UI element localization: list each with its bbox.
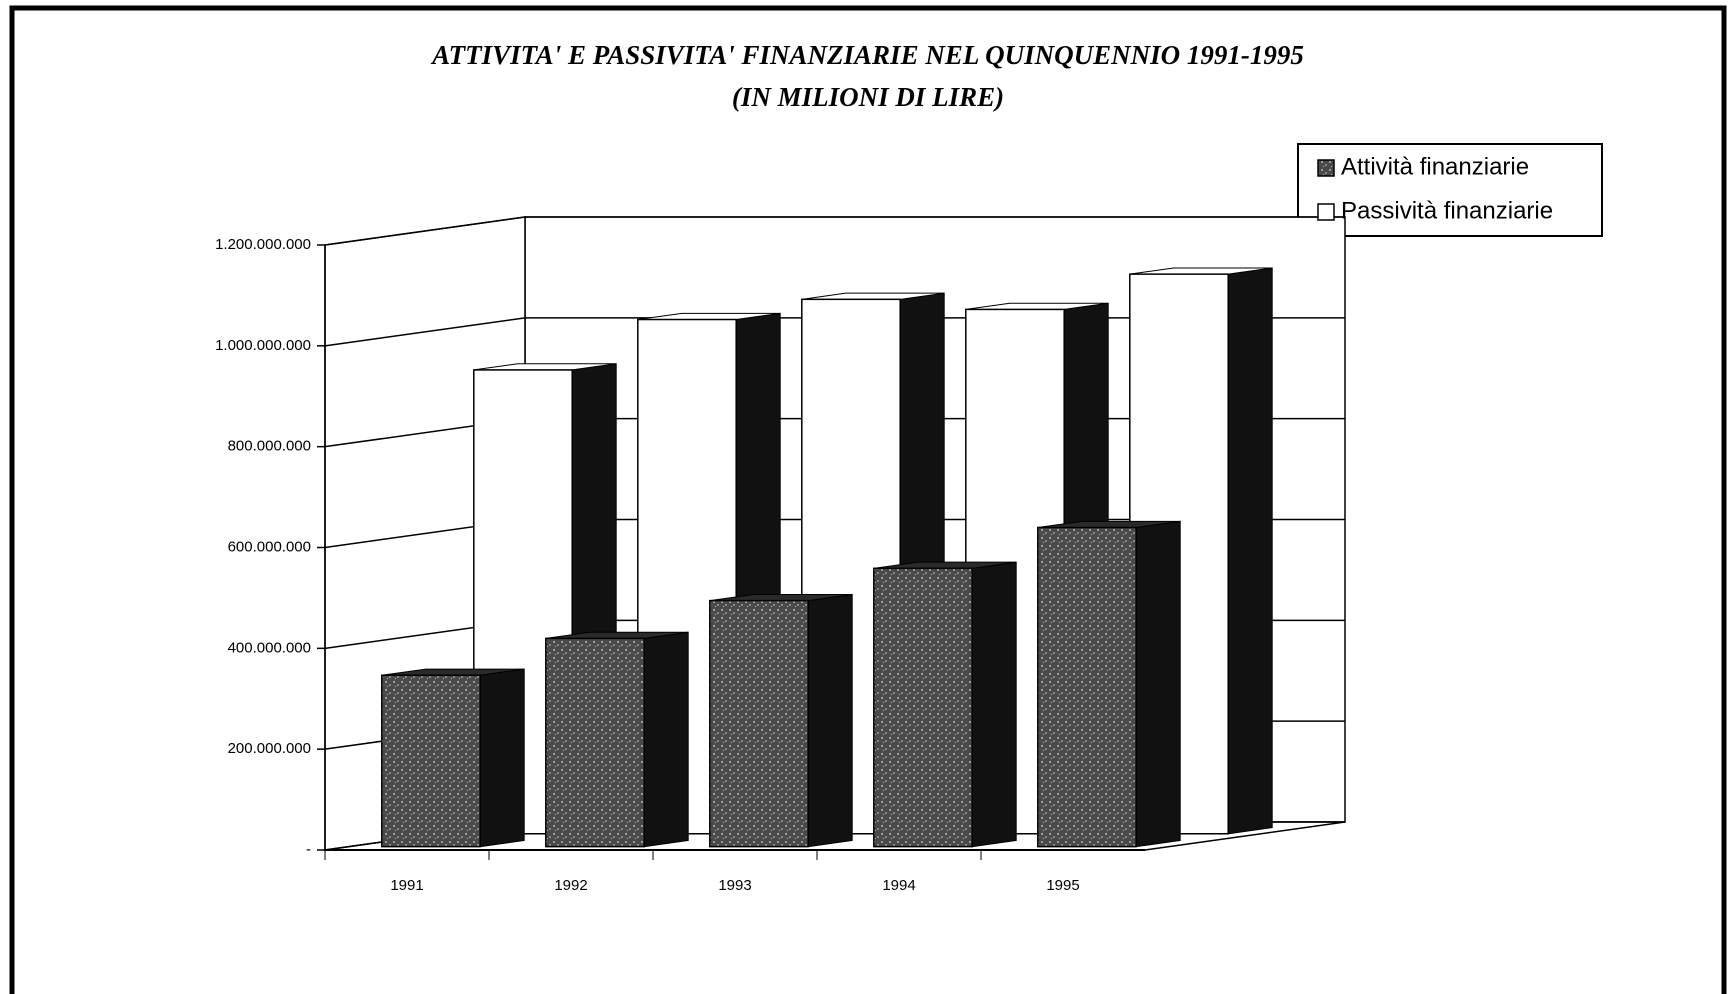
- bar-side: [807, 593, 853, 848]
- y-tick-label: 200.000.000: [228, 740, 311, 757]
- bar-front: [1037, 526, 1137, 848]
- page-frame: [9, 5, 1727, 994]
- legend-label: Passività finanziarie: [1341, 197, 1553, 224]
- bar: [1037, 520, 1181, 848]
- legend-box: [1297, 143, 1603, 237]
- y-tick-label: -: [306, 841, 311, 858]
- y-tick-label: 400.000.000: [228, 639, 311, 656]
- bar-side: [643, 631, 689, 848]
- x-tick-label: 1992: [554, 877, 587, 894]
- x-tick-label: 1994: [882, 877, 915, 894]
- bar: [709, 593, 853, 848]
- bar-front: [381, 674, 481, 848]
- chart-subtitle: (IN MILIONI DI LIRE): [732, 82, 1004, 112]
- y-tick-label: 1.200.000.000: [215, 236, 311, 253]
- y-tick-label: 1.000.000.000: [215, 337, 311, 354]
- bar: [545, 631, 689, 848]
- y-tick-label: 800.000.000: [228, 438, 311, 455]
- bar-side: [479, 668, 525, 848]
- bar: [873, 561, 1017, 848]
- legend-swatch: [1317, 159, 1335, 177]
- legend-label: Attività finanziarie: [1341, 153, 1529, 180]
- x-tick-label: 1991: [390, 877, 423, 894]
- bar-side: [1135, 520, 1181, 848]
- bar-front: [709, 599, 809, 848]
- grid-line: [324, 216, 1345, 246]
- x-tick-label: 1993: [718, 877, 751, 894]
- legend-swatch: [1317, 203, 1335, 221]
- bar: [381, 668, 525, 848]
- bar-front: [873, 567, 973, 848]
- chart-title: ATTIVITA' E PASSIVITA' FINANZIARIE NEL Q…: [430, 40, 1304, 70]
- bar-side: [971, 561, 1017, 848]
- y-tick-label: 600.000.000: [228, 538, 311, 555]
- bar-front: [545, 637, 645, 848]
- bar-side: [1227, 267, 1273, 835]
- x-tick-label: 1995: [1046, 877, 1079, 894]
